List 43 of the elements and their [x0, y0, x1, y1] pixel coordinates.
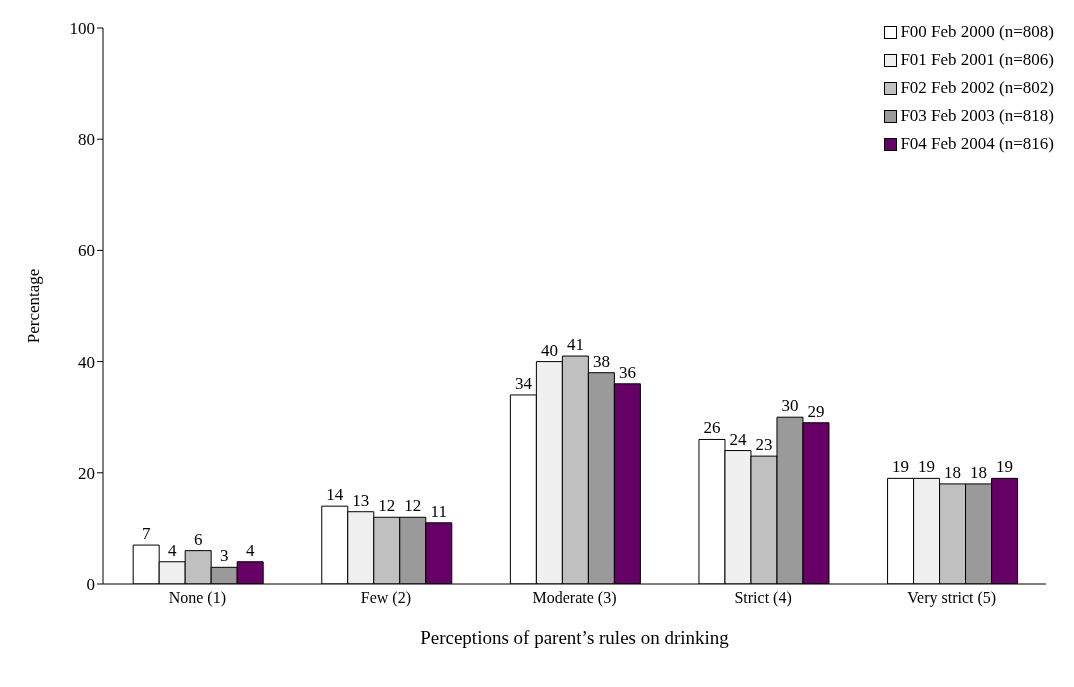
y-axis-title: Percentage — [24, 268, 44, 344]
data-label: 18 — [944, 462, 962, 482]
data-label: 40 — [540, 340, 558, 360]
data-label: 19 — [918, 457, 936, 477]
data-label: 26 — [703, 418, 721, 438]
x-tick-label: Strict (4) — [734, 589, 792, 608]
data-label: 12 — [378, 496, 396, 516]
data-label: 41 — [566, 335, 584, 355]
y-tick-label: 80 — [78, 130, 95, 150]
data-label: 11 — [430, 501, 447, 521]
data-label: 7 — [141, 524, 151, 544]
legend-label: F00 Feb 2000 (n=808) — [900, 22, 1054, 42]
legend-label: F04 Feb 2004 (n=816) — [900, 134, 1054, 154]
data-label: 29 — [807, 401, 825, 421]
x-tick-label: None (1) — [168, 589, 226, 608]
x-axis-title: Perceptions of parent’s rules on drinking — [420, 627, 730, 648]
data-label: 4 — [167, 540, 177, 560]
x-tick-label: Moderate (3) — [532, 589, 617, 608]
data-label: 12 — [404, 496, 422, 516]
data-label: 38 — [592, 351, 610, 371]
data-label: 36 — [618, 362, 636, 382]
y-tick-label: 60 — [78, 241, 95, 261]
data-label: 30 — [781, 396, 799, 416]
data-label: 4 — [245, 540, 255, 560]
legend-label: F02 Feb 2002 (n=802) — [900, 78, 1054, 98]
y-tick-label: 40 — [78, 352, 95, 372]
legend-label: F01 Feb 2001 (n=806) — [900, 50, 1054, 70]
data-label: 3 — [219, 546, 229, 566]
x-tick-label: Few (2) — [360, 589, 412, 608]
y-tick-label: 20 — [78, 463, 95, 483]
data-label: 13 — [352, 490, 370, 510]
data-label: 24 — [729, 429, 747, 449]
data-label: 14 — [326, 485, 344, 505]
x-tick-label: Very strict (5) — [907, 589, 997, 608]
data-label: 19 — [996, 457, 1014, 477]
data-label: 19 — [892, 457, 910, 477]
y-tick-label: 0 — [86, 575, 95, 595]
legend-label: F03 Feb 2003 (n=818) — [900, 106, 1054, 126]
y-tick-label: 100 — [69, 19, 95, 39]
data-label: 18 — [970, 462, 988, 482]
data-label: 23 — [755, 435, 773, 455]
data-label: 6 — [193, 529, 203, 549]
data-label: 34 — [514, 373, 533, 393]
